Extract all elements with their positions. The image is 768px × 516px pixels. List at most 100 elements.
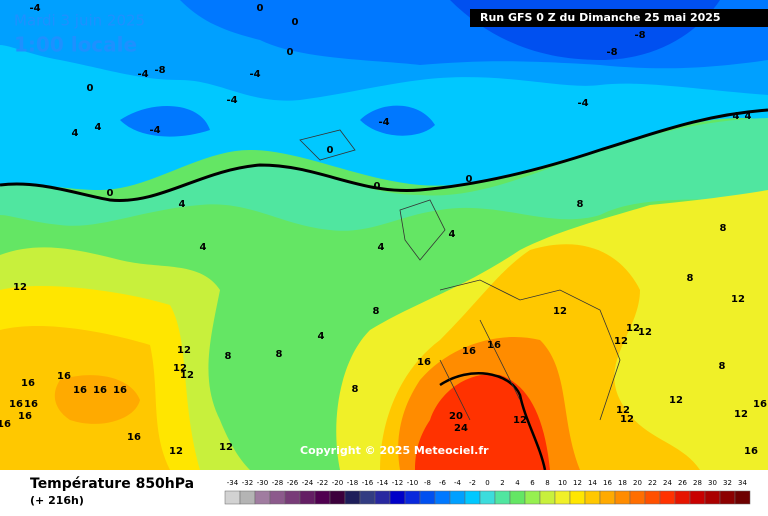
scale-label: 32	[723, 479, 732, 487]
scale-swatch	[734, 490, 751, 505]
time: 1:00 locale	[14, 33, 137, 57]
date: Mardi 3 juin 2025	[14, 12, 145, 30]
contour-label: 0	[257, 3, 264, 14]
scale-label: -16	[362, 479, 374, 487]
scale-swatch	[404, 490, 421, 505]
scale-swatch	[719, 490, 736, 505]
contour-label: -4	[149, 125, 160, 136]
contour-label: 8	[687, 273, 694, 284]
scale-label: -32	[242, 479, 253, 487]
scale-swatch	[629, 490, 646, 505]
scale-swatch	[359, 490, 376, 505]
scale-label: -26	[287, 479, 299, 487]
contour-label: 12	[616, 405, 630, 416]
scale-label: 28	[693, 479, 702, 487]
scale-label: -2	[469, 479, 476, 487]
contour-label: 16	[487, 340, 501, 351]
contour-label: 12	[173, 363, 187, 374]
scale-label: 2	[500, 479, 504, 487]
contour-label: 12	[620, 414, 634, 425]
contour-label: -4	[137, 69, 148, 80]
scale-label: 22	[648, 479, 657, 487]
scale-swatch	[494, 490, 511, 505]
scale-label: -8	[424, 479, 431, 487]
contour-label: 4	[733, 111, 740, 122]
run-info: Run GFS 0 Z du Dimanche 25 mai 2025	[480, 11, 721, 24]
contour-label: 8	[719, 361, 726, 372]
contour-label: 16	[744, 446, 758, 457]
scale-swatch	[584, 490, 601, 505]
contour-label: 8	[720, 223, 727, 234]
contour-label: -8	[154, 65, 165, 76]
scale-label: 14	[588, 479, 597, 487]
scale-swatch	[344, 490, 361, 505]
scale-label: -12	[392, 479, 403, 487]
contour-label: 16	[73, 385, 87, 396]
scale-swatch	[674, 490, 691, 505]
contour-label: 16	[113, 385, 127, 396]
contour-label: 12	[638, 327, 652, 338]
contour-label: 16	[0, 419, 11, 430]
copyright: Copyright © 2025 Meteociel.fr	[300, 444, 489, 457]
contour-label: 4	[745, 111, 752, 122]
contour-label: 16	[753, 399, 767, 410]
footer-title: Température 850hPa	[30, 476, 194, 492]
scale-label: -14	[377, 479, 389, 487]
contour-label: 4	[95, 122, 102, 133]
scale-label: 6	[530, 479, 535, 487]
contour-label: 12	[169, 446, 183, 457]
contour-label: 16	[9, 399, 23, 410]
scale-label: 20	[633, 479, 642, 487]
contour-label: 12	[513, 415, 527, 426]
contour-label: 4	[378, 242, 385, 253]
footer-lead: (+ 216h)	[30, 494, 84, 507]
contour-label: 16	[127, 432, 141, 443]
contour-label: 4	[200, 242, 207, 253]
contour-label: -4	[249, 69, 260, 80]
scale-swatch	[419, 490, 436, 505]
scale-label: 0	[485, 479, 489, 487]
contour-label: 12	[734, 409, 748, 420]
scale-label: -34	[227, 479, 239, 487]
scale-label: -20	[332, 479, 343, 487]
contour-label: -4	[29, 3, 40, 14]
scale-label: 34	[738, 479, 747, 487]
color-scale: -34 -32 -30 -28 -26 -24 -22 -20 -18 -16 -14 -12 -10-…	[224, 479, 751, 505]
scale-label: 26	[678, 479, 687, 487]
contour-label: 8	[373, 306, 380, 317]
scale-label: -28	[272, 479, 283, 487]
contour-label: 12	[13, 282, 27, 293]
scale-swatch	[689, 490, 706, 505]
scale-swatch	[524, 490, 541, 505]
contour-label: 16	[21, 378, 35, 389]
contour-label: 24	[454, 423, 468, 434]
scale-swatch	[614, 490, 631, 505]
contour-label: 12	[553, 306, 567, 317]
scale-swatch	[539, 490, 556, 505]
scale-swatch	[224, 490, 241, 505]
scale-swatch	[599, 490, 616, 505]
contour-label: 4	[179, 199, 186, 210]
scale-swatch	[299, 490, 316, 505]
scale-swatch	[659, 490, 676, 505]
contour-label: 8	[352, 384, 359, 395]
contour-label: -8	[634, 30, 645, 41]
scale-swatch	[569, 490, 586, 505]
scale-label: -30	[257, 479, 268, 487]
scale-label: -22	[317, 479, 328, 487]
contour-label: 4	[449, 229, 456, 240]
contour-label: 12	[180, 370, 194, 381]
contour-label: 4	[318, 331, 325, 342]
contour-label: 12	[669, 395, 683, 406]
scale-label: 4	[515, 479, 520, 487]
scale-swatch	[254, 490, 271, 505]
contour-label: 0	[87, 83, 94, 94]
scale-swatch	[374, 490, 391, 505]
contour-label: 12	[177, 345, 191, 356]
scale-swatch	[269, 490, 286, 505]
contour-label: 16	[18, 411, 32, 422]
scale-label: -4	[454, 479, 462, 487]
